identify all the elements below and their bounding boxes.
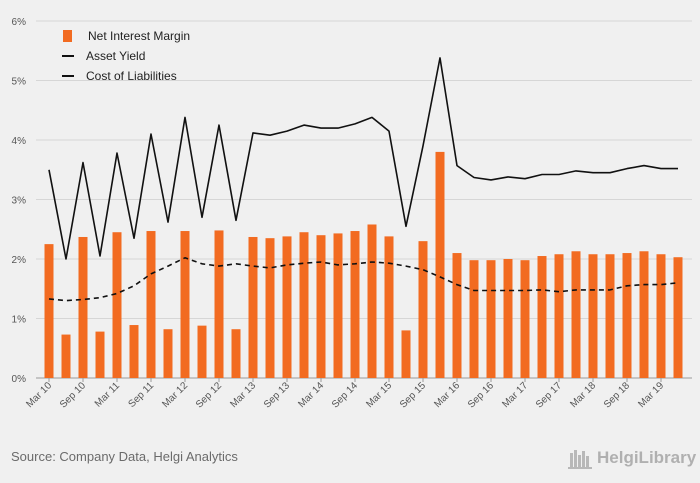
bar <box>656 254 666 378</box>
bar <box>180 231 190 378</box>
bar <box>605 254 615 378</box>
logo-text: HelgiLibrary <box>597 448 697 467</box>
bar <box>316 235 326 378</box>
legend-item-asset-yield: Asset Yield <box>62 46 190 66</box>
x-tick-label: Sep 12 <box>194 380 224 410</box>
x-tick-label: Sep 16 <box>466 380 496 410</box>
x-tick-label: Mar 17 <box>500 380 530 410</box>
bar <box>282 236 292 378</box>
x-tick-label: Mar 19 <box>636 380 666 410</box>
bar <box>78 236 88 378</box>
bar <box>418 241 428 378</box>
bar <box>61 334 71 378</box>
bar <box>401 330 411 378</box>
x-tick-label: Mar 13 <box>228 380 258 410</box>
x-tick-label: Sep 15 <box>398 380 428 410</box>
legend-item-nim: Net Interest Margin <box>62 26 190 46</box>
bar <box>452 253 462 378</box>
bar <box>146 231 156 378</box>
bar <box>367 224 377 378</box>
legend-label-cost: Cost of Liabilities <box>86 69 177 83</box>
bar <box>95 331 105 378</box>
cost-of-liabilities-line <box>48 256 679 302</box>
bar <box>486 260 496 378</box>
bar <box>503 259 513 378</box>
bar <box>299 232 309 378</box>
bar <box>537 256 547 378</box>
bar <box>520 260 530 378</box>
x-tick-label: Mar 14 <box>296 380 326 410</box>
bar <box>673 257 683 378</box>
bar <box>384 236 394 378</box>
y-tick-label: 4% <box>12 136 27 147</box>
bar <box>554 254 564 378</box>
bar <box>214 230 224 378</box>
bar <box>248 236 258 378</box>
library-logo-icon <box>568 450 592 469</box>
legend-swatch-bar <box>63 30 72 42</box>
y-tick-label: 0% <box>12 374 27 385</box>
x-tick-label: Sep 14 <box>330 380 360 410</box>
legend-swatch-line <box>62 55 74 57</box>
y-tick-label: 2% <box>12 255 27 266</box>
y-tick-label: 1% <box>12 315 27 326</box>
x-tick-label: Mar 18 <box>568 380 598 410</box>
bar <box>265 238 275 378</box>
bar <box>163 329 173 378</box>
bar <box>350 231 360 378</box>
bar <box>639 251 649 378</box>
x-tick-label: Mar 16 <box>432 380 462 410</box>
bar <box>622 253 632 378</box>
x-tick-label: Mar 15 <box>364 380 394 410</box>
bar <box>112 232 122 378</box>
legend: Net Interest Margin Asset Yield Cost of … <box>62 26 190 86</box>
y-tick-label: 6% <box>12 17 27 28</box>
y-tick-label: 3% <box>12 196 27 207</box>
bar <box>333 233 343 378</box>
asset-yield-line <box>48 57 678 260</box>
legend-item-cost: Cost of Liabilities <box>62 66 190 86</box>
grid <box>36 20 692 379</box>
bar <box>435 151 445 378</box>
line-series <box>48 57 679 302</box>
bar <box>197 325 207 378</box>
bar <box>588 254 598 378</box>
source-note: Source: Company Data, Helgi Analytics <box>11 449 238 464</box>
helgi-logo[interactable]: HelgiLibrary <box>568 447 696 469</box>
legend-swatch-dashed <box>62 75 74 77</box>
bar <box>44 244 54 378</box>
x-tick-label: Mar 10 <box>24 380 54 410</box>
x-tick-label: Sep 10 <box>58 380 88 410</box>
legend-label-nim: Net Interest Margin <box>88 29 191 43</box>
x-tick-label: Sep 17 <box>534 380 564 410</box>
y-tick-label: 5% <box>12 77 27 88</box>
bar <box>231 329 241 378</box>
bar <box>571 251 581 378</box>
bar-series <box>44 151 683 378</box>
x-tick-label: Sep 13 <box>262 380 292 410</box>
x-tick-label: Mar 11 <box>93 380 123 410</box>
legend-label-asset-yield: Asset Yield <box>86 49 146 63</box>
x-tick-label: Sep 18 <box>602 380 632 410</box>
bar <box>129 325 139 378</box>
x-tick-label: Mar 12 <box>160 380 190 410</box>
x-tick-label: Sep 11 <box>126 380 156 410</box>
bar <box>469 260 479 378</box>
